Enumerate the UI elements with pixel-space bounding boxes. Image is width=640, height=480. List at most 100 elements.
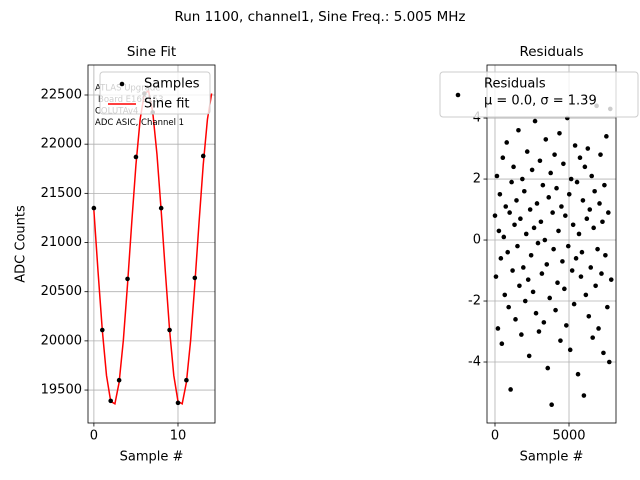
data-point: [552, 152, 557, 157]
legend-box: [439, 71, 639, 118]
y-axis-label: ADC Counts: [14, 205, 29, 283]
data-point: [602, 182, 607, 188]
data-point: [537, 158, 543, 164]
data-point: [560, 259, 565, 264]
data-point: [532, 118, 538, 124]
data-point: [584, 216, 590, 221]
data-point: [525, 277, 531, 282]
plot-area: [91, 89, 213, 406]
data-point: [503, 204, 509, 209]
legend-label: Sine fit: [144, 97, 190, 112]
data-point: [545, 365, 551, 371]
data-point: [530, 289, 536, 295]
data-point: [511, 164, 516, 170]
data-point: [596, 326, 601, 331]
data-point: [578, 274, 584, 279]
data-point: [601, 350, 606, 356]
data-point: [528, 252, 534, 258]
data-point: [589, 173, 595, 179]
data-point: [565, 243, 571, 249]
data-point: [548, 170, 553, 176]
y-tick-label: 20500: [41, 284, 82, 299]
data-point: [558, 338, 563, 343]
annotation: ADC ASIC, Channel 1: [95, 118, 184, 128]
data-point: [522, 188, 527, 194]
data-point: [588, 265, 594, 270]
data-point: [167, 327, 172, 333]
y-tick-label: 21000: [41, 235, 82, 250]
fit-line: [93, 89, 213, 406]
data-point: [562, 286, 567, 292]
data-point: [603, 252, 608, 258]
data-point: [518, 216, 523, 221]
data-point: [546, 195, 552, 200]
data-point: [586, 313, 592, 319]
data-point: [498, 256, 504, 261]
data-point: [587, 207, 593, 212]
legend-marker: [455, 92, 461, 98]
data-point: [561, 161, 566, 167]
data-point: [495, 326, 501, 331]
data-point: [547, 295, 553, 301]
data-point: [543, 137, 549, 142]
data-point: [91, 205, 97, 211]
data-point: [502, 292, 508, 298]
data-point: [600, 219, 605, 225]
data-point: [522, 298, 528, 304]
axes-frame: [486, 64, 617, 424]
data-point: [549, 402, 554, 408]
data-point: [569, 268, 575, 273]
plot-area: [492, 103, 614, 408]
data-point: [505, 249, 510, 255]
data-point: [99, 327, 105, 333]
data-point: [494, 173, 500, 179]
data-point: [583, 292, 589, 298]
data-point: [571, 301, 577, 307]
data-point: [580, 198, 586, 203]
data-point: [536, 329, 542, 334]
data-point: [501, 234, 507, 240]
data-point: [598, 152, 603, 157]
data-point: [555, 280, 560, 286]
data-point: [605, 304, 610, 310]
x-tick-label: 0: [90, 429, 98, 444]
data-point: [500, 155, 506, 161]
axes-frame: [87, 64, 216, 424]
data-point: [573, 256, 579, 261]
legend-marker: [119, 81, 125, 87]
data-point: [497, 191, 503, 197]
subplot: 01019500200002050021000215002200022500AT…: [14, 44, 216, 465]
data-point: [541, 320, 547, 325]
data-point: [608, 277, 614, 282]
data-point: [585, 146, 591, 151]
legend-label: Residuals: [484, 77, 546, 92]
data-point: [575, 371, 581, 377]
data-point: [492, 213, 498, 218]
data-point: [568, 176, 574, 182]
y-tick-label: 2: [473, 172, 481, 187]
x-tick-label: 5000: [552, 429, 585, 444]
data-point: [567, 347, 573, 353]
data-point: [574, 179, 580, 185]
data-point: [590, 335, 595, 340]
data-point: [595, 246, 600, 252]
x-tick-label: 10: [170, 429, 187, 444]
data-point: [158, 205, 164, 211]
data-point: [570, 222, 576, 228]
data-point: [577, 155, 583, 161]
x-axis-label: Sample #: [520, 450, 584, 465]
data-point: [108, 398, 114, 404]
data-point: [527, 207, 533, 212]
y-tick-label: 19500: [41, 383, 82, 398]
data-point: [539, 271, 545, 276]
data-point: [506, 304, 511, 310]
data-point: [572, 143, 578, 148]
data-point: [517, 283, 522, 289]
data-point: [526, 353, 532, 359]
data-point: [200, 153, 206, 159]
data-point: [581, 393, 587, 398]
y-tick-label: 22000: [41, 137, 82, 152]
legend: Samples Sine fit: [99, 71, 211, 115]
data-point: [515, 243, 520, 249]
